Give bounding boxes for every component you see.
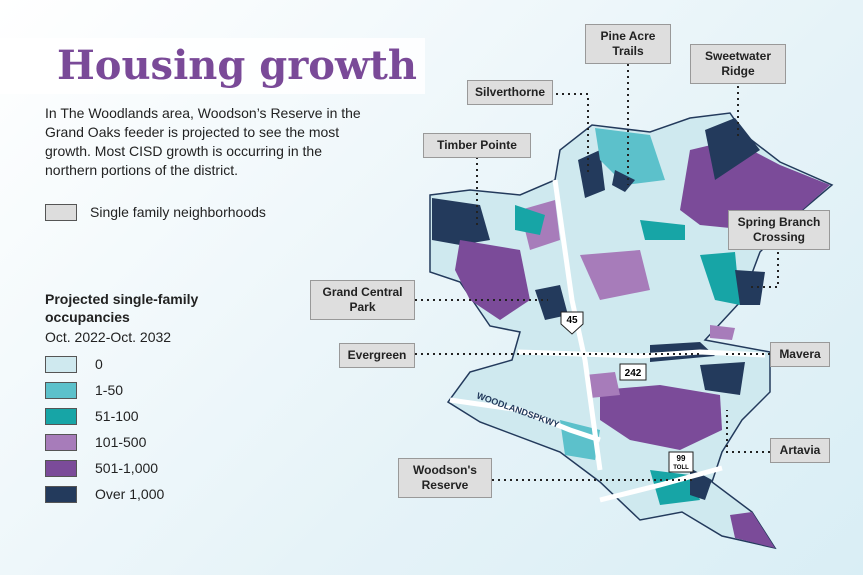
title-band: Housing growth <box>0 38 425 94</box>
legend-swatch <box>45 382 77 399</box>
place-label: Evergreen <box>339 343 415 368</box>
outline-label: Single family neighborhoods <box>90 204 266 220</box>
legend-swatch <box>45 408 77 425</box>
leader-lines <box>415 64 779 481</box>
title: Housing growth <box>57 42 417 89</box>
place-label: Pine Acre Trails <box>585 24 671 64</box>
growth-patches <box>432 118 830 548</box>
place-label: Artavia <box>770 438 830 463</box>
place-label: Grand Central Park <box>310 280 415 320</box>
legend-label: 501-1,000 <box>95 460 159 476</box>
legend-title: Projected single-family occupancies <box>45 291 199 325</box>
legend-label: 1-50 <box>95 382 124 398</box>
place-label: Timber Pointe <box>423 133 531 158</box>
legend-swatch <box>45 356 77 373</box>
legend-swatch <box>45 486 77 503</box>
road-label: 45 <box>566 315 578 326</box>
place-label: Spring Branch Crossing <box>728 210 830 250</box>
legend-subtitle: Oct. 2022-Oct. 2032 <box>45 329 172 345</box>
road-label: 99 <box>677 454 686 463</box>
legend-swatch <box>45 434 77 451</box>
road-label: TOLL <box>673 465 689 471</box>
place-label: Mavera <box>770 342 830 367</box>
road-label: 242 <box>625 368 642 379</box>
legend-label: 0 <box>95 356 103 372</box>
outline-swatch <box>45 204 77 221</box>
description: In The Woodlands area, Woodson’s Reserve… <box>45 105 361 178</box>
place-label: Woodson's Reserve <box>398 458 492 498</box>
legend-label: 51-100 <box>95 408 139 424</box>
place-label: Sweetwater Ridge <box>690 44 786 84</box>
legend-label: Over 1,000 <box>95 486 165 502</box>
place-label: Silverthorne <box>467 80 553 105</box>
legend-label: 101-500 <box>95 434 147 450</box>
legend-swatch <box>45 460 77 477</box>
